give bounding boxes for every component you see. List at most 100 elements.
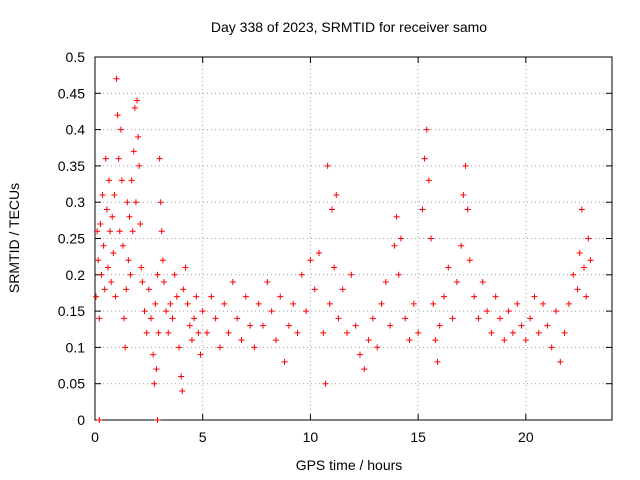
- y-tick-label: 0.2: [66, 267, 86, 283]
- data-point: [188, 337, 195, 344]
- y-tick-label: 0.4: [66, 122, 86, 138]
- data-point: [387, 322, 394, 329]
- data-point: [96, 315, 103, 322]
- data-point: [445, 264, 452, 271]
- data-point: [154, 417, 161, 423]
- data-point: [583, 293, 590, 300]
- data-point: [131, 104, 138, 111]
- data-point: [113, 75, 120, 82]
- data-point: [311, 286, 318, 293]
- data-point: [216, 344, 223, 351]
- data-point: [141, 308, 148, 315]
- data-point: [153, 366, 160, 373]
- data-point: [167, 300, 174, 307]
- data-point: [95, 257, 102, 264]
- data-point: [117, 126, 124, 133]
- data-point: [255, 300, 262, 307]
- data-point: [115, 155, 122, 162]
- data-point: [225, 329, 232, 336]
- data-point: [290, 300, 297, 307]
- data-point: [94, 228, 101, 235]
- data-point: [453, 279, 460, 286]
- y-tick-label: 0.45: [58, 85, 85, 101]
- data-point: [169, 315, 176, 322]
- data-point: [180, 286, 187, 293]
- data-point: [151, 380, 158, 387]
- y-tick-label: 0.25: [58, 231, 85, 247]
- data-point: [99, 191, 106, 198]
- data-point: [432, 337, 439, 344]
- chart-title: Day 338 of 2023, SRMTID for receiver sam…: [211, 19, 487, 35]
- data-point: [126, 213, 133, 220]
- data-point: [324, 162, 331, 169]
- data-point: [122, 344, 129, 351]
- x-axis-label: GPS time / hours: [296, 457, 403, 473]
- data-point: [436, 322, 443, 329]
- data-point: [120, 242, 127, 249]
- data-point: [155, 329, 162, 336]
- y-tick-label: 0.3: [66, 194, 86, 210]
- data-point: [127, 271, 134, 278]
- data-point: [395, 271, 402, 278]
- data-point: [449, 315, 456, 322]
- data-point: [103, 206, 110, 213]
- x-tick-label: 0: [91, 429, 99, 445]
- data-point: [98, 271, 105, 278]
- data-point: [97, 220, 104, 227]
- data-point: [109, 213, 116, 220]
- data-point: [154, 271, 161, 278]
- data-point: [557, 358, 564, 365]
- data-point: [121, 315, 128, 322]
- data-point: [425, 177, 432, 184]
- data-point: [361, 366, 368, 373]
- y-tick-label: 0.35: [58, 158, 85, 174]
- data-point: [182, 264, 189, 271]
- data-point: [143, 329, 150, 336]
- data-point: [365, 337, 372, 344]
- data-point: [576, 250, 583, 257]
- axis-ticks: [94, 56, 612, 421]
- data-point: [125, 257, 132, 264]
- data-point: [505, 308, 512, 315]
- data-point: [138, 264, 145, 271]
- data-point: [464, 206, 471, 213]
- data-point: [518, 322, 525, 329]
- data-point: [123, 286, 130, 293]
- data-point: [135, 133, 142, 140]
- data-point: [328, 206, 335, 213]
- data-point: [130, 148, 137, 155]
- data-point: [479, 279, 486, 286]
- data-point: [488, 329, 495, 336]
- data-point: [101, 286, 108, 293]
- data-point: [163, 308, 170, 315]
- data-points: [93, 75, 594, 423]
- data-point: [423, 126, 430, 133]
- data-point: [458, 242, 465, 249]
- data-point: [316, 250, 323, 257]
- data-point: [303, 308, 310, 315]
- data-point: [173, 293, 180, 300]
- data-point: [112, 293, 119, 300]
- data-point: [331, 264, 338, 271]
- data-point: [132, 199, 139, 206]
- data-point: [294, 329, 301, 336]
- data-point: [176, 344, 183, 351]
- x-tick-label: 15: [410, 429, 426, 445]
- data-point: [116, 228, 123, 235]
- plot-frame: [94, 56, 613, 421]
- data-point: [344, 329, 351, 336]
- data-point: [285, 322, 292, 329]
- data-point: [238, 337, 245, 344]
- x-tick-label: 5: [199, 429, 207, 445]
- data-point: [335, 315, 342, 322]
- data-point: [193, 293, 200, 300]
- data-point: [460, 191, 467, 198]
- data-point: [393, 213, 400, 220]
- data-point: [111, 191, 118, 198]
- data-point: [378, 300, 385, 307]
- data-point: [574, 286, 581, 293]
- data-point: [96, 417, 103, 423]
- data-point: [145, 286, 152, 293]
- data-point: [199, 308, 206, 315]
- data-point: [462, 162, 469, 169]
